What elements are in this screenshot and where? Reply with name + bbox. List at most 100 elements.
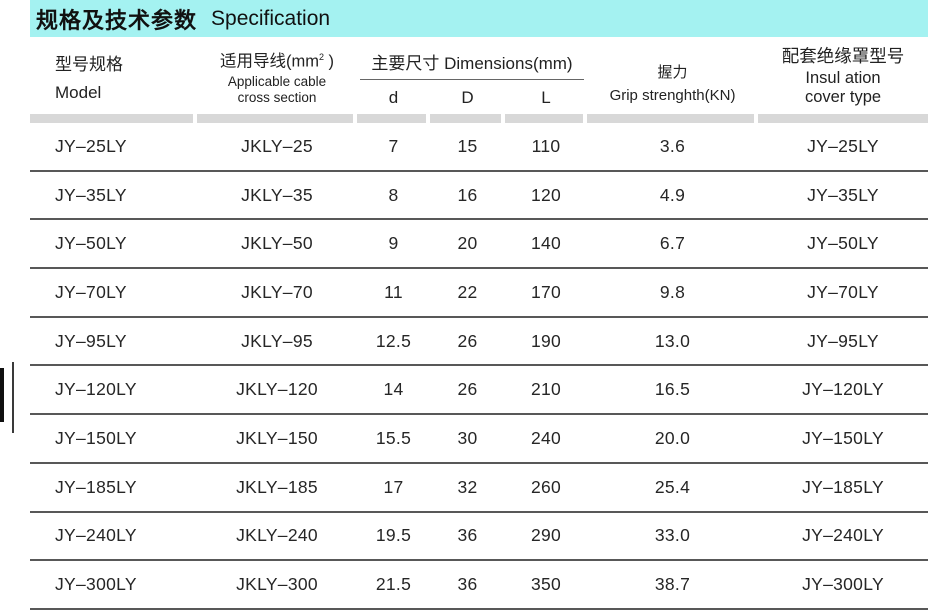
header-dimensions-group: 主要尺寸 Dimensions(mm) d D L bbox=[357, 45, 587, 113]
header-model: 型号规格 Model bbox=[30, 45, 197, 113]
cell-d: 19.5 bbox=[375, 525, 412, 546]
cell-D: 22 bbox=[457, 281, 478, 302]
header-cover-zh: 配套绝缘罩型号 bbox=[781, 46, 905, 66]
table-row: JY–300LY JKLY–300 21.5 36 350 38.7 JY–30… bbox=[30, 561, 928, 610]
table-row: JY–95LY JKLY–95 12.5 26 190 13.0 JY–95LY bbox=[30, 318, 928, 367]
cell-D: 30 bbox=[457, 427, 478, 448]
cell-model: JY–25LY bbox=[55, 135, 127, 156]
cell-model: JY–150LY bbox=[55, 427, 137, 448]
header-cable-en2: cross section bbox=[237, 89, 317, 105]
band-segment bbox=[587, 114, 754, 123]
table-body: JY–25LY JKLY–25 7 15 110 3.6 JY–25LY JY–… bbox=[30, 123, 928, 610]
cell-cover: JY–120LY bbox=[802, 379, 884, 400]
cell-cable: JKLY–300 bbox=[236, 574, 318, 595]
header-grip: 握力 Grip strenghth(KN) bbox=[587, 45, 758, 113]
header-grip-zh: 握力 bbox=[657, 63, 688, 81]
band-segment bbox=[430, 114, 501, 123]
cell-grip: 6.7 bbox=[659, 233, 686, 254]
cell-d: 14 bbox=[383, 379, 404, 400]
cell-D: 36 bbox=[457, 525, 478, 546]
scan-mark-left-thick bbox=[0, 368, 4, 422]
cell-cable: JKLY–70 bbox=[241, 281, 313, 302]
cell-D: 16 bbox=[457, 184, 478, 205]
cell-cable: JKLY–240 bbox=[236, 525, 318, 546]
header-cable: 适用导线(mm2 ) Applicable cable cross sectio… bbox=[197, 45, 357, 113]
header-model-zh: 型号规格 bbox=[55, 55, 123, 75]
table-row: JY–185LY JKLY–185 17 32 260 25.4 JY–185L… bbox=[30, 464, 928, 513]
band-segment bbox=[30, 114, 193, 123]
section-title-zh: 规格及技术参数 bbox=[36, 7, 198, 33]
cell-grip: 16.5 bbox=[654, 379, 691, 400]
cell-cover: JY–95LY bbox=[807, 330, 879, 351]
band-segment bbox=[505, 114, 583, 123]
cell-d: 7 bbox=[388, 135, 399, 156]
cell-L: 110 bbox=[531, 135, 561, 156]
cell-grip: 38.7 bbox=[654, 574, 691, 595]
table-row: JY–50LY JKLY–50 9 20 140 6.7 JY–50LY bbox=[30, 220, 928, 270]
header-dimensions-divider bbox=[360, 79, 584, 81]
table-row: JY–150LY JKLY–150 15.5 30 240 20.0 JY–15… bbox=[30, 415, 928, 464]
header-dim-D: D bbox=[461, 88, 474, 108]
cell-D: 26 bbox=[457, 330, 478, 351]
cell-D: 26 bbox=[457, 379, 478, 400]
cell-L: 190 bbox=[530, 330, 562, 351]
cell-cover: JY–300LY bbox=[802, 574, 884, 595]
cell-grip: 13.0 bbox=[654, 330, 691, 351]
cell-L: 210 bbox=[530, 379, 562, 400]
cell-model: JY–50LY bbox=[55, 233, 127, 254]
cell-grip: 33.0 bbox=[654, 525, 691, 546]
cell-cable: JKLY–150 bbox=[236, 427, 318, 448]
cell-cover: JY–25LY bbox=[807, 135, 879, 156]
cell-D: 20 bbox=[457, 233, 478, 254]
cell-L: 260 bbox=[530, 476, 562, 497]
cell-model: JY–95LY bbox=[55, 330, 127, 351]
header-dim-d: d bbox=[388, 88, 399, 108]
cell-L: 120 bbox=[530, 184, 562, 205]
cell-model: JY–35LY bbox=[55, 184, 127, 205]
cell-L: 240 bbox=[530, 427, 562, 448]
cell-cable: JKLY–120 bbox=[236, 379, 318, 400]
header-separator-band bbox=[30, 114, 928, 123]
cell-model: JY–120LY bbox=[55, 379, 137, 400]
cell-cover: JY–50LY bbox=[807, 233, 879, 254]
cell-d: 12.5 bbox=[375, 330, 412, 351]
cell-d: 17 bbox=[383, 476, 404, 497]
table-row: JY–25LY JKLY–25 7 15 110 3.6 JY–25LY bbox=[30, 123, 928, 172]
cell-d: 15.5 bbox=[375, 427, 412, 448]
cell-cable: JKLY–95 bbox=[241, 330, 313, 351]
cell-grip: 20.0 bbox=[654, 427, 691, 448]
table-header-row: 型号规格 Model 适用导线(mm2 ) Applicable cable c… bbox=[30, 45, 928, 113]
cell-cover: JY–185LY bbox=[802, 476, 884, 497]
cell-L: 170 bbox=[530, 281, 562, 302]
section-title-bar: 规格及技术参数 Specification bbox=[30, 0, 928, 37]
band-segment bbox=[197, 114, 353, 123]
specification-table: 型号规格 Model 适用导线(mm2 ) Applicable cable c… bbox=[30, 45, 928, 610]
header-dimensions-label: 主要尺寸 Dimensions(mm) bbox=[371, 54, 573, 73]
cell-L: 140 bbox=[530, 233, 562, 254]
header-cable-en1: Applicable cable bbox=[227, 74, 327, 90]
table-row: JY–120LY JKLY–120 14 26 210 16.5 JY–120L… bbox=[30, 366, 928, 416]
header-cover-en2: cover type bbox=[804, 87, 882, 106]
cell-cover: JY–35LY bbox=[807, 184, 879, 205]
header-dim-L: L bbox=[541, 88, 551, 108]
table-row: JY–240LY JKLY–240 19.5 36 290 33.0 JY–24… bbox=[30, 513, 928, 562]
cell-cable: JKLY–35 bbox=[241, 184, 313, 205]
table-row: JY–70LY JKLY–70 11 22 170 9.8 JY–70LY bbox=[30, 269, 928, 318]
cell-d: 21.5 bbox=[375, 574, 412, 595]
cell-D: 36 bbox=[457, 574, 478, 595]
header-dimensions-subrow: d D L bbox=[357, 80, 587, 108]
cell-model: JY–300LY bbox=[55, 574, 137, 595]
band-segment bbox=[758, 114, 928, 123]
cell-grip: 3.6 bbox=[659, 135, 686, 156]
cell-model: JY–70LY bbox=[55, 281, 127, 302]
cell-d: 8 bbox=[388, 184, 399, 205]
header-cover: 配套绝缘罩型号 Insul ation cover type bbox=[758, 45, 928, 113]
cell-d: 9 bbox=[388, 233, 399, 254]
header-cover-en1: Insul ation bbox=[805, 68, 881, 87]
scan-mark-left-thin bbox=[12, 362, 14, 433]
cell-cable: JKLY–25 bbox=[241, 135, 313, 156]
cell-cable: JKLY–185 bbox=[236, 476, 318, 497]
header-cable-zh: 适用导线(mm2 ) bbox=[219, 52, 335, 71]
band-segment bbox=[357, 114, 426, 123]
header-model-en: Model bbox=[55, 82, 102, 102]
